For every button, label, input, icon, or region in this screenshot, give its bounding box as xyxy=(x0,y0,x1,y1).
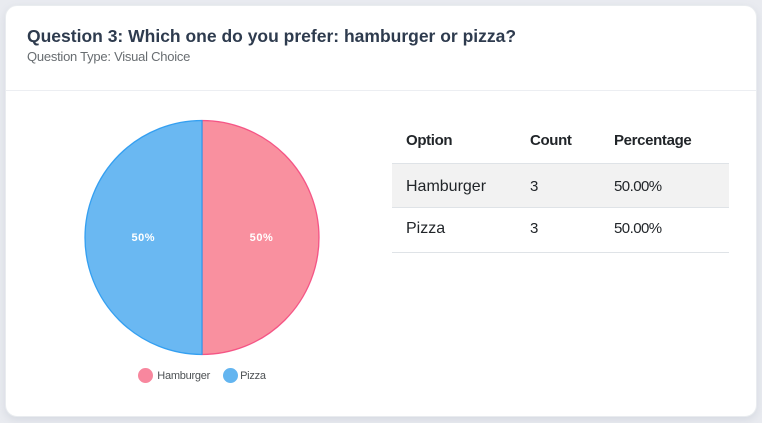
svg-text:50%: 50% xyxy=(250,231,274,243)
svg-text:50%: 50% xyxy=(131,231,155,243)
